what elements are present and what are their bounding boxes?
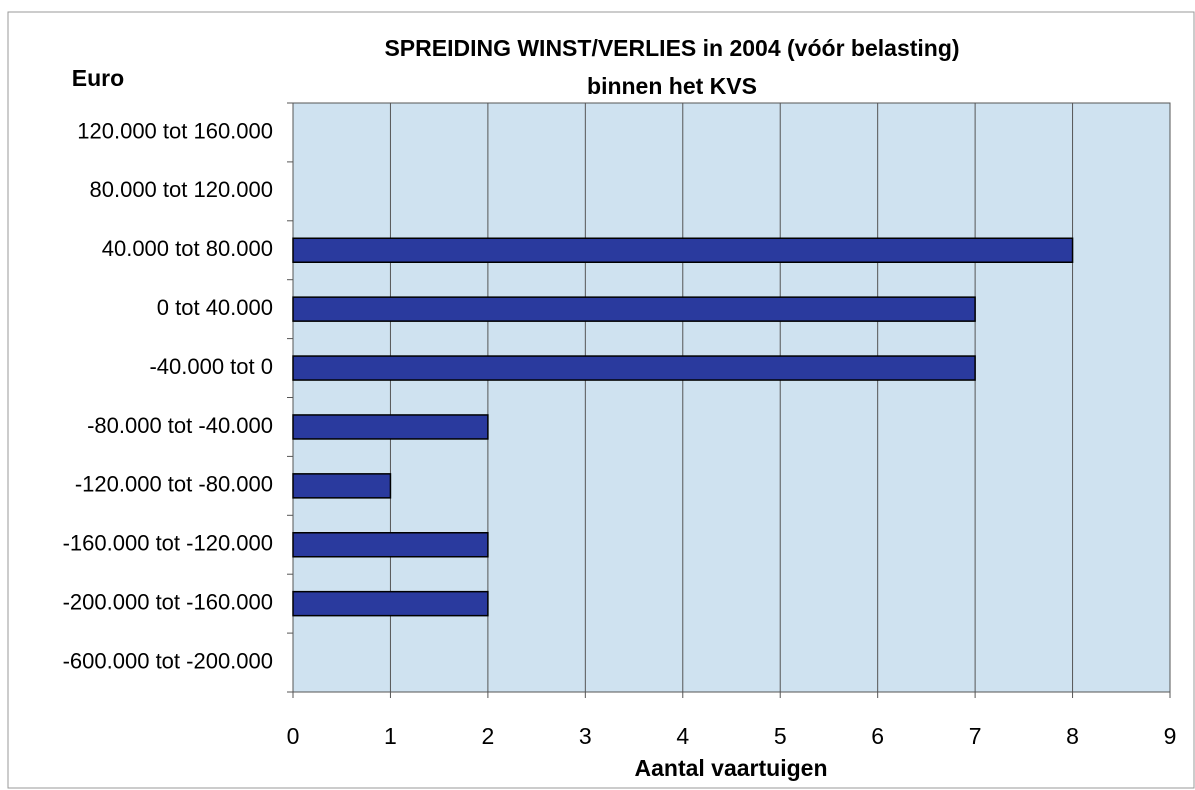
y-tick-label: 80.000 tot 120.000 [90, 177, 274, 202]
x-tick-label: 3 [579, 723, 592, 749]
bar [292, 473, 392, 499]
x-tick-label: 8 [1066, 723, 1079, 749]
x-tick-label: 9 [1164, 723, 1177, 749]
chart-subtitle: binnen het KVS [587, 73, 757, 99]
x-tick-label: 0 [287, 723, 300, 749]
y-tick-label: -200.000 tot -160.000 [63, 589, 273, 614]
x-tick-label: 6 [871, 723, 884, 749]
bar [292, 414, 489, 440]
x-tick-label: 7 [969, 723, 982, 749]
x-tick-label: 5 [774, 723, 787, 749]
x-axis-label: Aantal vaartuigen [635, 755, 828, 781]
y-tick-label: -120.000 tot -80.000 [75, 472, 273, 497]
x-tick-label: 2 [481, 723, 494, 749]
x-tick-label: 1 [384, 723, 397, 749]
y-tick-label: 120.000 tot 160.000 [77, 118, 273, 143]
chart-title: SPREIDING WINST/VERLIES in 2004 (vóór be… [384, 35, 959, 61]
bar [292, 296, 976, 322]
y-tick-label: -600.000 tot -200.000 [63, 648, 273, 673]
bar [292, 532, 489, 558]
y-axis-label: Euro [72, 65, 124, 91]
y-tick-label: -160.000 tot -120.000 [63, 531, 273, 556]
y-tick-label: 40.000 tot 80.000 [102, 236, 273, 261]
bar [292, 237, 1074, 263]
bar [292, 590, 489, 617]
y-tick-label: -80.000 tot -40.000 [87, 413, 273, 438]
x-tick-label: 4 [676, 723, 689, 749]
bar [292, 355, 976, 381]
y-tick-label: 0 tot 40.000 [157, 295, 273, 320]
y-tick-label: -40.000 tot 0 [149, 354, 273, 379]
